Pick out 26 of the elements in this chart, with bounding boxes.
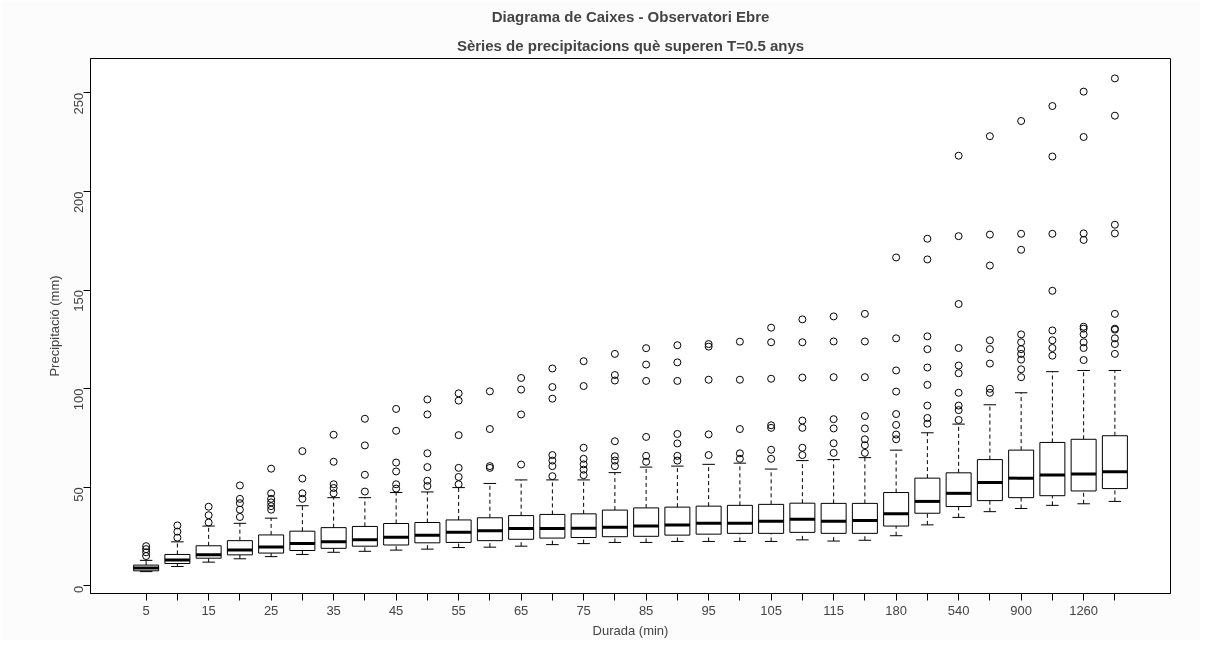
x-tick-label: 55 <box>451 602 466 618</box>
x-tick-label: 105 <box>760 602 782 618</box>
chart-subtitle: Sèries de precipitacions què superen T=0.5 anys <box>456 36 805 54</box>
y-tick-label: 50 <box>71 487 86 502</box>
x-tick-label: 1260 <box>1069 602 1099 618</box>
y-axis-title: Precipitació (mm) <box>46 275 62 377</box>
x-axis-title: Durada (min) <box>592 622 669 638</box>
x-tick-label: 45 <box>388 602 404 618</box>
chart-title: Diagrama de Caixes - Observatori Ebre <box>491 7 770 25</box>
x-tick-label: 25 <box>263 602 279 618</box>
x-tick-label: 65 <box>513 602 529 618</box>
x-tick-label: 540 <box>947 602 970 618</box>
x-tick-label: 115 <box>823 602 844 618</box>
x-tick-label: 900 <box>1010 602 1032 618</box>
x-tick-label: 5 <box>142 602 150 618</box>
x-tick-label: 180 <box>885 602 907 618</box>
y-tick-label: 150 <box>71 290 86 312</box>
y-tick-label: 0 <box>71 585 86 594</box>
x-tick-label: 85 <box>638 602 654 618</box>
x-tick-label: 35 <box>326 602 341 618</box>
y-tick-label: 250 <box>71 92 86 115</box>
x-tick-label: 15 <box>201 602 216 618</box>
y-tick-label: 100 <box>71 388 86 411</box>
x-tick-label: 95 <box>701 602 716 618</box>
y-tick-label: 200 <box>71 191 86 214</box>
x-tick-label: 75 <box>576 602 591 618</box>
